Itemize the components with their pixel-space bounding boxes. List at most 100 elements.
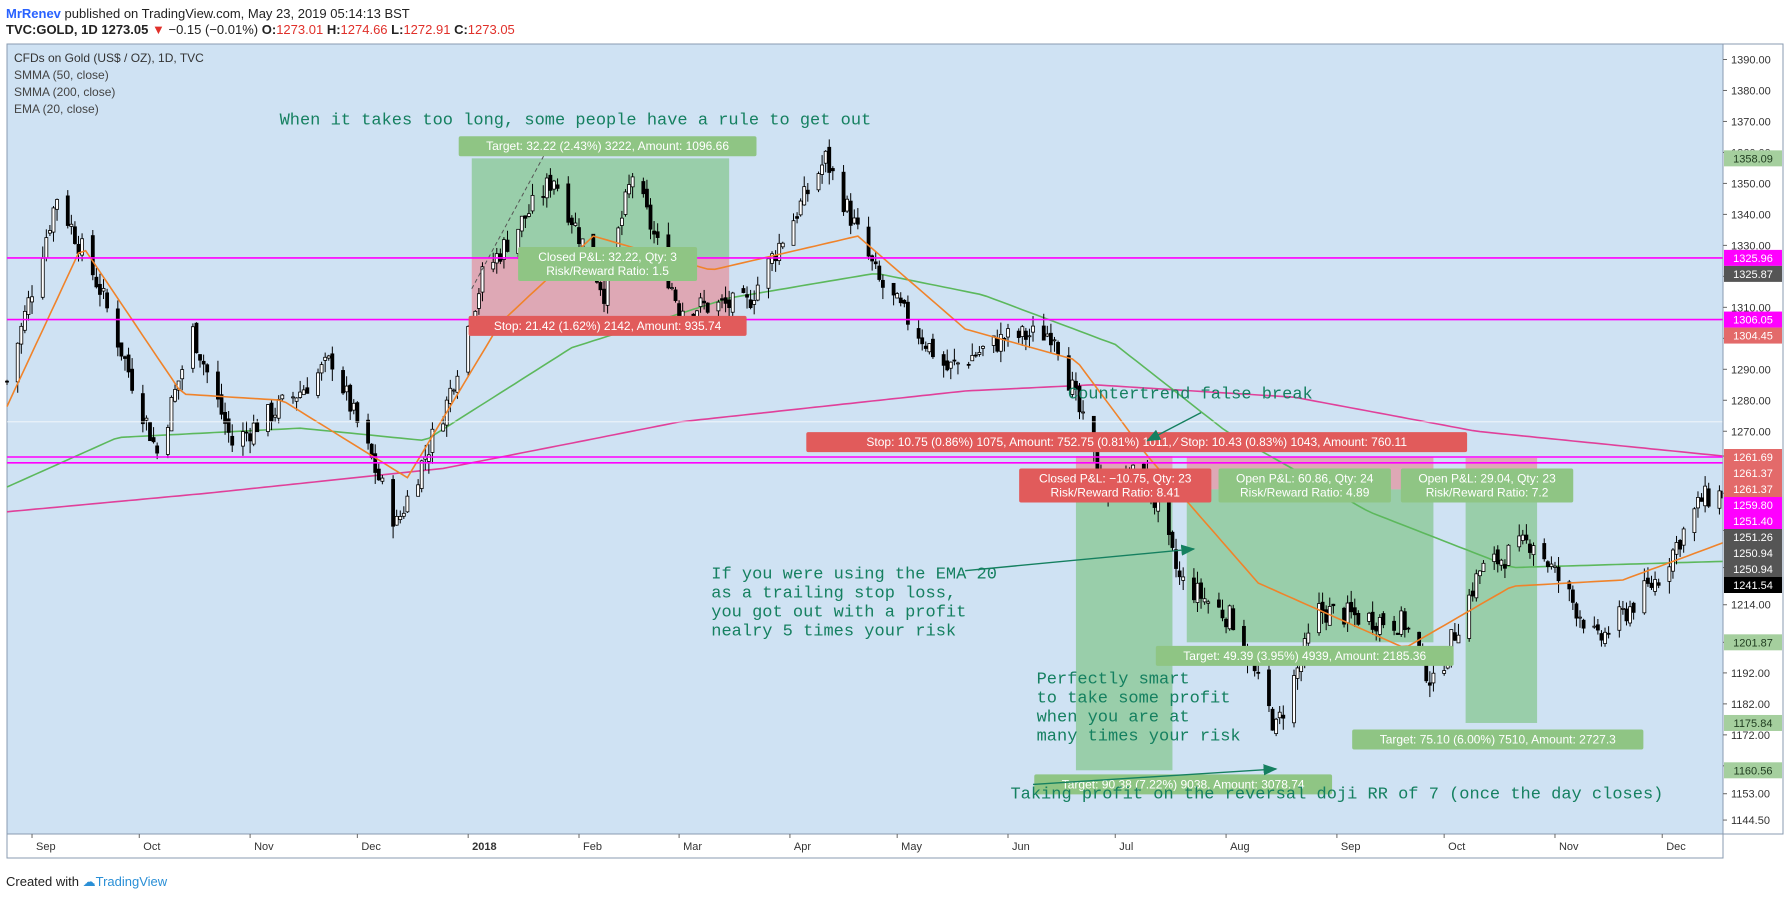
position-tag-box xyxy=(1352,729,1644,750)
candle-body xyxy=(530,195,535,212)
candle-body xyxy=(44,237,49,259)
candle-body xyxy=(791,220,796,246)
candle-body xyxy=(927,343,932,353)
candle-body xyxy=(1324,609,1329,623)
price-tick-label: 1214.00 xyxy=(1731,600,1771,612)
price-label: 1160.56 xyxy=(1734,765,1773,777)
position-tag-box xyxy=(1400,468,1574,503)
annotation-text: Perfectly smart xyxy=(1037,671,1190,690)
candle-body xyxy=(1631,602,1636,613)
candle-body xyxy=(90,235,95,276)
candle-body xyxy=(1495,549,1500,565)
candle-body xyxy=(1667,566,1672,582)
price-label-box xyxy=(1724,634,1782,651)
candle-body xyxy=(1567,581,1572,590)
position-tag-box xyxy=(518,246,698,281)
candle-body xyxy=(677,303,681,317)
author-link[interactable]: MrRenev xyxy=(6,6,61,21)
candle-body xyxy=(1381,613,1386,626)
candle-body xyxy=(1599,633,1604,641)
candle-body xyxy=(752,300,757,305)
candle-body xyxy=(294,397,299,402)
candle-body xyxy=(523,215,528,219)
price-tick-label: 1310.00 xyxy=(1731,302,1771,314)
position-zone-profit xyxy=(471,158,730,258)
candle-body xyxy=(1177,570,1182,578)
price-label-box xyxy=(1724,480,1782,497)
candle-body xyxy=(1556,566,1561,582)
candle-body xyxy=(1706,488,1711,507)
candle-body xyxy=(1199,582,1203,599)
candle-body xyxy=(1642,580,1647,614)
candle-body xyxy=(219,394,224,415)
price-chart[interactable]: 1144.501153.001162.001172.001182.001192.… xyxy=(0,42,1788,872)
candle-body xyxy=(569,217,574,225)
candle-body xyxy=(105,292,109,309)
candle-body xyxy=(48,230,52,234)
candle-body xyxy=(1553,565,1557,568)
candle-body xyxy=(130,368,135,391)
candle-body xyxy=(1531,545,1536,556)
price-label-box xyxy=(1724,512,1782,529)
candle-body xyxy=(1399,610,1404,635)
candle-body xyxy=(101,288,106,292)
candle-body xyxy=(1070,379,1075,395)
time-axis xyxy=(6,833,1724,859)
price-label-box xyxy=(1724,327,1782,344)
candle-body xyxy=(1166,501,1171,535)
candle-body xyxy=(741,288,746,293)
candle-body xyxy=(319,364,324,374)
candle-body xyxy=(970,355,975,362)
price-tick-label: 1330.00 xyxy=(1731,240,1771,252)
candle-body xyxy=(502,239,506,260)
position-tag-text: Closed P&L: 32.22, Qty: 3 xyxy=(538,250,677,264)
candle-body xyxy=(169,397,174,432)
candle-body xyxy=(730,292,735,313)
candle-body xyxy=(1474,573,1479,599)
candle-body xyxy=(1674,542,1679,555)
candle-body xyxy=(98,283,102,295)
position-tag-text: Stop: 21.42 (1.62%) 2142, Amount: 935.74 xyxy=(494,319,722,333)
candle-body xyxy=(216,371,220,400)
candle-body xyxy=(873,261,878,265)
high-value: 1274.66 xyxy=(340,22,388,37)
candle-body xyxy=(573,222,578,226)
candle-body xyxy=(5,380,9,383)
candle-body xyxy=(1606,632,1611,635)
tradingview-brand[interactable]: TradingView xyxy=(95,874,168,889)
position-tag-text: Open P&L: 60.86, Qty: 24 xyxy=(1236,471,1374,485)
candle-body xyxy=(1681,528,1686,546)
annotation-arrow xyxy=(965,544,1196,572)
candle-body xyxy=(519,215,524,232)
candle-body xyxy=(1452,632,1457,641)
position-zone-profit xyxy=(1075,489,1173,771)
time-tick-label: 2018 xyxy=(472,841,496,853)
candle-body xyxy=(1699,497,1704,502)
price-label: 1251.26 xyxy=(1733,532,1773,544)
candle-body xyxy=(173,389,177,402)
candle-body xyxy=(205,364,210,373)
candle-body xyxy=(705,302,710,313)
price-label: 1261.37 xyxy=(1733,468,1773,480)
candle-body xyxy=(1077,385,1082,413)
candle-body xyxy=(1481,562,1486,572)
candle-body xyxy=(280,394,285,400)
candle-body xyxy=(140,393,145,425)
candle-body xyxy=(1717,490,1722,509)
candle-body xyxy=(1646,577,1650,584)
position-tag-box xyxy=(1155,645,1454,666)
candle-body xyxy=(1592,625,1597,628)
candle-body xyxy=(1603,631,1607,644)
price-label: 1241.54 xyxy=(1733,580,1773,592)
annotation-text: to take some profit xyxy=(1037,690,1231,709)
price-tick-label: 1370.00 xyxy=(1731,116,1771,128)
candle-body xyxy=(255,422,260,433)
candle-body xyxy=(866,226,871,257)
price-label: 1261.69 xyxy=(1733,452,1773,464)
candle-body xyxy=(69,223,74,227)
candle-body xyxy=(1049,332,1053,346)
candle-body xyxy=(720,298,724,301)
candle-body xyxy=(505,239,510,252)
candle-body xyxy=(1156,501,1161,512)
candle-body xyxy=(1016,330,1021,338)
